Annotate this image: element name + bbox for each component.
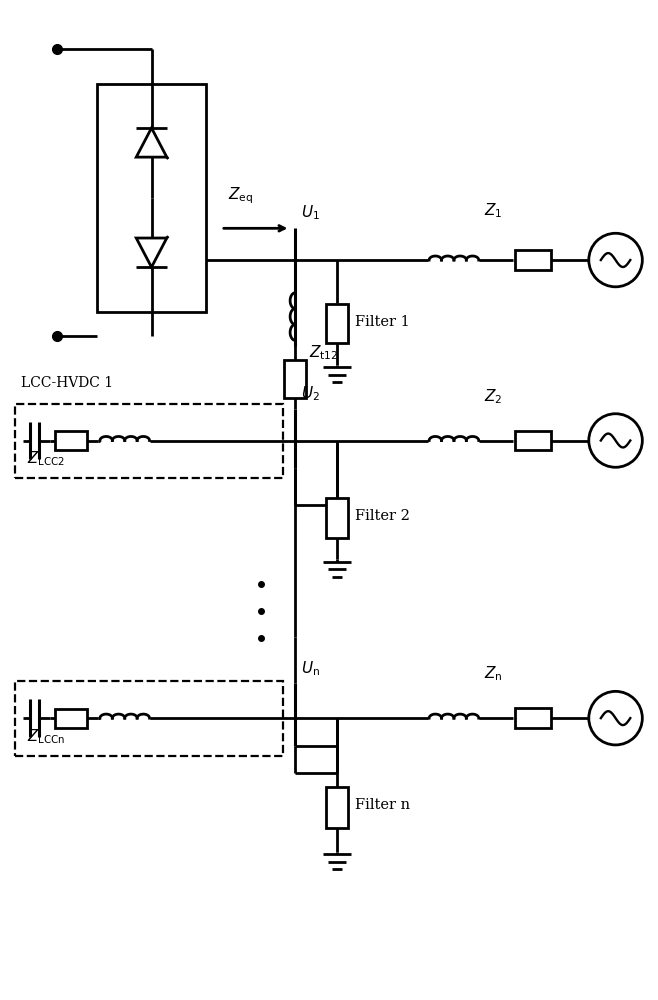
Bar xyxy=(515,250,551,270)
Text: Filter 2: Filter 2 xyxy=(355,509,410,523)
Text: $U_1$: $U_1$ xyxy=(301,204,320,222)
Bar xyxy=(55,709,87,728)
Text: $Z_{\mathrm{t12}}$: $Z_{\mathrm{t12}}$ xyxy=(309,343,339,362)
Text: $Z_1$: $Z_1$ xyxy=(484,202,503,220)
Bar xyxy=(326,787,348,828)
Polygon shape xyxy=(136,128,166,157)
Polygon shape xyxy=(136,238,166,267)
Bar xyxy=(284,360,306,398)
Bar xyxy=(326,498,348,538)
Text: LCC-HVDC 1: LCC-HVDC 1 xyxy=(20,376,113,390)
Bar xyxy=(14,404,284,478)
Text: $Z_{\mathrm{eq}}$: $Z_{\mathrm{eq}}$ xyxy=(228,185,253,206)
Text: $Z_{\mathrm{n}}$: $Z_{\mathrm{n}}$ xyxy=(484,665,503,683)
Bar xyxy=(515,431,551,450)
Bar xyxy=(515,708,551,728)
Text: $U_{\mathrm{n}}$: $U_{\mathrm{n}}$ xyxy=(301,660,320,678)
Circle shape xyxy=(589,233,642,287)
Text: Filter 1: Filter 1 xyxy=(355,315,409,329)
Text: $Z_2$: $Z_2$ xyxy=(484,387,503,406)
Text: Filter n: Filter n xyxy=(355,798,410,812)
Text: $Z_{\mathrm{LCC2}}$: $Z_{\mathrm{LCC2}}$ xyxy=(26,450,64,468)
Bar xyxy=(97,84,206,312)
Bar xyxy=(55,431,87,450)
Circle shape xyxy=(589,414,642,467)
Bar xyxy=(326,304,348,343)
Circle shape xyxy=(589,691,642,745)
Text: $Z_{\mathrm{LCCn}}$: $Z_{\mathrm{LCCn}}$ xyxy=(26,727,64,746)
Bar xyxy=(14,681,284,756)
Text: $U_2$: $U_2$ xyxy=(301,384,320,403)
